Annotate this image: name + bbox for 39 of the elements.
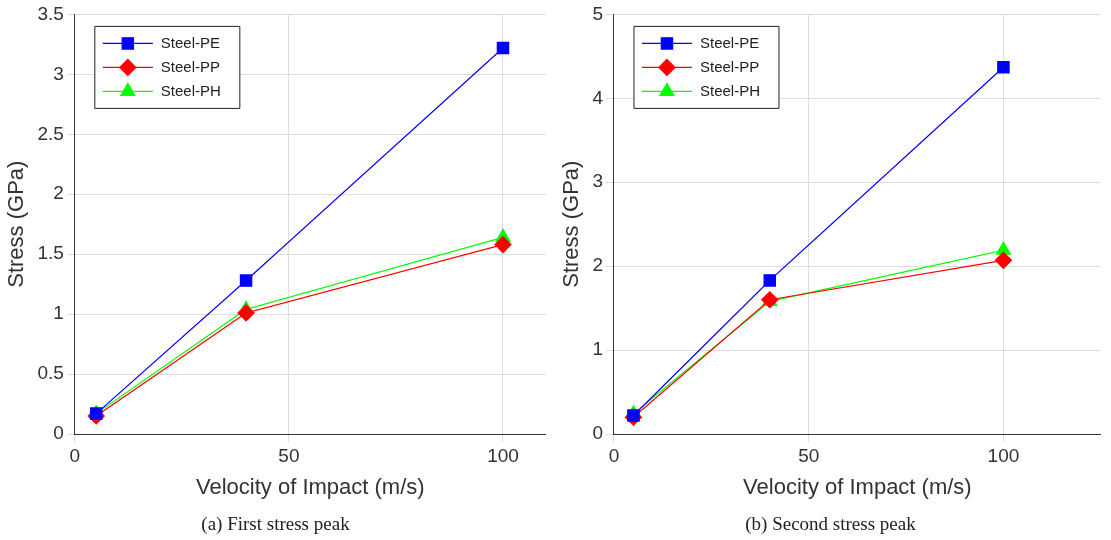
point <box>494 235 512 254</box>
x-axis-title: Velocity of Impact (m/s) <box>195 474 425 500</box>
legend-label: Steel-PE <box>699 33 760 51</box>
y-tick-label: 0 <box>53 422 64 444</box>
y-tick-label: 0 <box>592 422 603 444</box>
y-tick-label: 2 <box>592 254 603 276</box>
y-tick-label: 3 <box>53 62 64 84</box>
y-tick-label: 3 <box>592 170 603 192</box>
y-tick-label: 1 <box>53 302 64 324</box>
x-tick-label: 0 <box>608 444 620 466</box>
point <box>763 274 777 287</box>
point <box>496 41 510 55</box>
x-axis-title: Velocity of Impact (m/s) <box>743 474 972 500</box>
y-tick-label: 1 <box>592 338 603 360</box>
legend-label: Steel-PH <box>699 81 760 99</box>
legend-label: Steel-PP <box>160 57 221 75</box>
x-tick-label: 100 <box>487 444 519 466</box>
legend-label: Steel-PE <box>160 33 221 51</box>
y-axis-title: Stress (GPa) <box>558 160 584 288</box>
y-tick-label: 3.5 <box>37 2 64 24</box>
y-axis-title: Stress (GPa) <box>3 160 29 288</box>
x-tick-label: 50 <box>798 444 820 466</box>
point <box>994 251 1013 269</box>
y-tick-label: 2.5 <box>37 122 64 144</box>
x-tick-label: 0 <box>69 444 81 466</box>
text: (b) Second stress peak <box>745 512 917 535</box>
legend-label: Steel-PP <box>699 57 760 75</box>
y-tick-label: 1.5 <box>37 242 64 264</box>
point <box>239 274 253 287</box>
y-tick-label: 4 <box>592 86 604 108</box>
x-tick-label: 50 <box>278 444 300 466</box>
y-tick-label: 0.5 <box>37 362 64 384</box>
y-tick-label: 5 <box>592 2 603 24</box>
text: (a) First stress peak <box>201 512 351 535</box>
x-tick-label: 100 <box>987 444 1020 466</box>
legend-label: Steel-PH <box>160 81 221 99</box>
point <box>237 304 255 322</box>
point <box>997 61 1010 74</box>
y-tick-label: 2 <box>53 182 64 204</box>
